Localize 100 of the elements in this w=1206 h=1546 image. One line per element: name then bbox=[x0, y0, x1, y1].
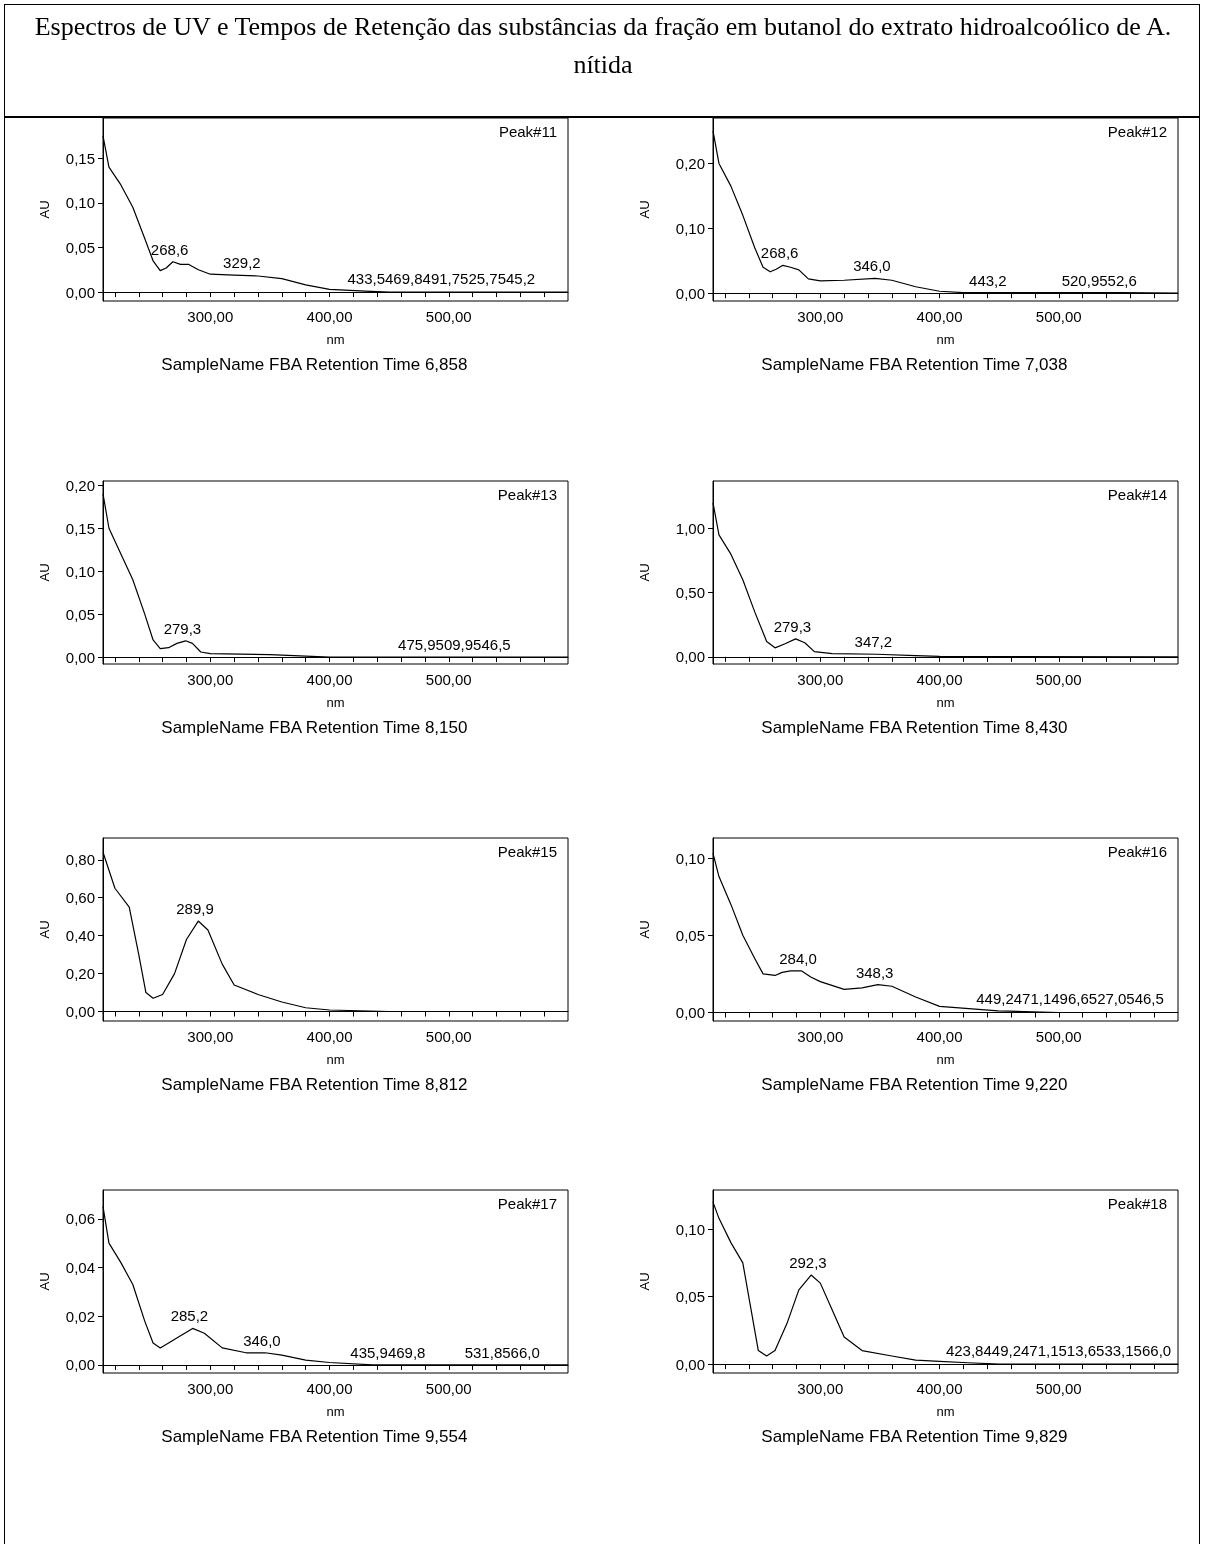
y-axis-title: AU bbox=[637, 1272, 652, 1291]
y-tick-label: 0,10 bbox=[675, 849, 705, 867]
annotation: 348,3 bbox=[855, 963, 894, 981]
text: SampleName FBA Retention Time 7,038 bbox=[761, 355, 1068, 374]
x-tick-label: 500,00 bbox=[425, 671, 472, 688]
y-tick-label: 0,05 bbox=[65, 238, 95, 256]
y-tick-label: 0,00 bbox=[675, 1004, 705, 1022]
chart-title: Peak#13 bbox=[497, 486, 557, 503]
chart-title: Peak#17 bbox=[497, 1195, 557, 1212]
y-tick-label: 0,20 bbox=[65, 965, 95, 983]
annotation: 520,9552,6 bbox=[1061, 271, 1137, 289]
x-axis-title: nm bbox=[326, 1052, 345, 1067]
x-axis-title: nm bbox=[936, 332, 955, 347]
text: SampleName FBA Retention Time 9,554 bbox=[161, 1427, 468, 1446]
x-tick-label: 500,00 bbox=[1035, 671, 1082, 688]
y-tick-label: 1,00 bbox=[675, 519, 705, 537]
y-tick-label: 0,20 bbox=[675, 154, 705, 172]
y-tick-label: 0,00 bbox=[675, 284, 705, 302]
y-tick-label: 0,04 bbox=[65, 1258, 95, 1276]
text: SampleName FBA Retention Time 8,150 bbox=[161, 718, 468, 737]
chart-title: Peak#11 bbox=[498, 123, 558, 140]
text: SampleName FBA Retention Time 8,430 bbox=[761, 718, 1068, 737]
y-axis-title: AU bbox=[637, 200, 652, 219]
x-tick-label: 400,00 bbox=[306, 671, 353, 688]
x-axis-title: nm bbox=[326, 1404, 345, 1419]
y-tick-label: 0,10 bbox=[65, 194, 95, 212]
x-axis-title: nm bbox=[326, 695, 345, 710]
y-tick-label: 0,00 bbox=[65, 283, 95, 301]
x-tick-label: 500,00 bbox=[1035, 1380, 1082, 1397]
text: Espectros de UV e Tempos de Retenção das substâncias da fração em butanol do extrato hidroalcoólico de A. nítida bbox=[33, 11, 1173, 81]
y-tick-label: 0,15 bbox=[65, 149, 95, 167]
annotation: 423,8449,2471,1513,6533,1566,0 bbox=[945, 1341, 1172, 1359]
text: SampleName FBA Retention Time 9,829 bbox=[761, 1427, 1068, 1446]
y-tick-label: 0,10 bbox=[675, 219, 705, 237]
x-axis-title: nm bbox=[936, 1052, 955, 1067]
y-tick-label: 0,50 bbox=[675, 584, 705, 602]
x-axis-title: nm bbox=[326, 332, 345, 347]
y-tick-label: 0,40 bbox=[65, 927, 95, 945]
annotation: 433,5469,8491,7525,7545,2 bbox=[347, 270, 536, 288]
x-tick-label: 500,00 bbox=[1035, 1028, 1082, 1045]
y-tick-label: 0,10 bbox=[675, 1220, 705, 1238]
x-tick-label: 300,00 bbox=[797, 671, 844, 688]
annotation: 279,3 bbox=[773, 617, 812, 635]
y-tick-label: 0,00 bbox=[65, 1003, 95, 1021]
annotation: 284,0 bbox=[779, 949, 817, 967]
x-tick-label: 300,00 bbox=[187, 308, 234, 325]
y-axis-title: AU bbox=[37, 920, 52, 939]
x-axis-title: nm bbox=[936, 1404, 955, 1419]
annotation: 443,2 bbox=[969, 271, 1007, 289]
y-tick-label: 0,80 bbox=[65, 851, 95, 869]
y-axis-title: AU bbox=[637, 563, 652, 582]
y-tick-label: 0,05 bbox=[675, 926, 705, 944]
y-tick-label: 0,00 bbox=[675, 1355, 705, 1373]
x-tick-label: 300,00 bbox=[187, 671, 234, 688]
annotation: 475,9509,9546,5 bbox=[398, 636, 511, 654]
x-tick-label: 300,00 bbox=[187, 1380, 234, 1397]
annotation: 435,9469,8 bbox=[350, 1343, 426, 1361]
y-axis-title: AU bbox=[37, 1272, 52, 1291]
y-tick-label: 0,00 bbox=[675, 648, 705, 666]
annotation: 347,2 bbox=[854, 633, 893, 651]
y-axis-title: AU bbox=[637, 920, 652, 939]
annotation: 268,6 bbox=[760, 244, 799, 262]
y-axis-title: AU bbox=[37, 563, 52, 582]
x-tick-label: 500,00 bbox=[425, 1380, 472, 1397]
annotation: 531,8566,0 bbox=[464, 1343, 540, 1361]
x-tick-label: 500,00 bbox=[425, 308, 472, 325]
annotation: 449,2471,1496,6527,0546,5 bbox=[976, 989, 1164, 1007]
x-tick-label: 400,00 bbox=[306, 308, 353, 325]
annotation: 268,6 bbox=[150, 240, 189, 258]
annotation: 346,0 bbox=[853, 257, 891, 275]
y-tick-label: 0,15 bbox=[65, 519, 95, 537]
x-tick-label: 400,00 bbox=[916, 671, 963, 688]
x-tick-label: 300,00 bbox=[797, 1028, 844, 1045]
text: SampleName FBA Retention Time 6,858 bbox=[161, 355, 468, 374]
y-tick-label: 0,20 bbox=[65, 476, 95, 494]
chart-title: Peak#15 bbox=[497, 843, 557, 860]
x-tick-label: 400,00 bbox=[916, 308, 963, 325]
annotation: 285,2 bbox=[170, 1307, 209, 1325]
y-tick-label: 0,10 bbox=[65, 562, 95, 580]
y-tick-label: 0,05 bbox=[65, 605, 95, 623]
y-tick-label: 0,05 bbox=[675, 1288, 705, 1306]
y-tick-label: 0,02 bbox=[65, 1307, 95, 1325]
x-tick-label: 400,00 bbox=[916, 1028, 963, 1045]
annotation: 292,3 bbox=[789, 1254, 827, 1272]
chart-title: Peak#18 bbox=[1107, 1195, 1167, 1212]
x-axis-title: nm bbox=[936, 695, 955, 710]
y-tick-label: 0,06 bbox=[65, 1210, 95, 1228]
y-axis-title: AU bbox=[37, 200, 52, 219]
x-tick-label: 300,00 bbox=[187, 1028, 234, 1045]
y-tick-label: 0,60 bbox=[65, 889, 95, 907]
annotation: 346,0 bbox=[243, 1331, 281, 1349]
annotation: 329,2 bbox=[223, 254, 261, 272]
chart-title: Peak#12 bbox=[1107, 123, 1167, 140]
annotation: 279,3 bbox=[163, 619, 202, 637]
x-tick-label: 500,00 bbox=[1035, 308, 1082, 325]
annotation: 289,9 bbox=[176, 900, 214, 918]
y-tick-label: 0,00 bbox=[65, 1356, 95, 1374]
chart-title: Peak#14 bbox=[1107, 486, 1167, 503]
x-tick-label: 300,00 bbox=[797, 308, 844, 325]
x-tick-label: 400,00 bbox=[306, 1380, 353, 1397]
